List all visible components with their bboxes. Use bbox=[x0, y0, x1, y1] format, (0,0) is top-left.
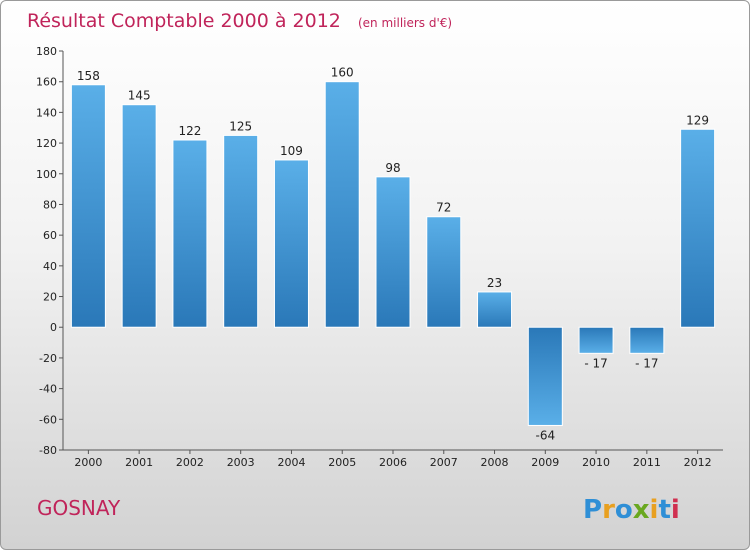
value-label-2012: 129 bbox=[686, 113, 709, 127]
y-tick-label: 160 bbox=[36, 76, 57, 89]
bar-2008 bbox=[477, 291, 513, 328]
commune-name: GOSNAY bbox=[37, 496, 121, 520]
logo-letter: i bbox=[650, 495, 659, 525]
value-label-2002: 122 bbox=[178, 124, 201, 138]
logo-letter: i bbox=[671, 495, 680, 525]
bar-2011 bbox=[629, 326, 665, 354]
x-tick-label: 2002 bbox=[176, 456, 204, 469]
bar-2001 bbox=[121, 104, 157, 328]
y-tick-label: 140 bbox=[36, 106, 57, 119]
y-tick-label: 40 bbox=[43, 260, 57, 273]
x-tick-label: 2004 bbox=[277, 456, 305, 469]
bar-2012 bbox=[680, 128, 716, 328]
bar-2006 bbox=[375, 176, 411, 328]
bar-2009 bbox=[527, 326, 563, 426]
chart-title-sub: (en milliers d'€) bbox=[358, 16, 452, 30]
value-label-2008: 23 bbox=[487, 276, 502, 290]
y-tick-label: -40 bbox=[39, 383, 57, 396]
bar-2002 bbox=[172, 139, 208, 328]
logo-letter: P bbox=[583, 495, 602, 525]
y-tick-label: 180 bbox=[36, 45, 57, 58]
value-label-2001: 145 bbox=[128, 89, 151, 103]
value-labels: 158 145 122 125 109 160 98 72 23 -64 - 17 - 17 129 bbox=[77, 66, 709, 443]
logo-letter: o bbox=[615, 495, 633, 525]
bar-2004 bbox=[273, 159, 309, 328]
proxiti-logo: Proxiti bbox=[583, 495, 680, 525]
bar-2010 bbox=[578, 326, 614, 354]
y-tick-label: 60 bbox=[43, 229, 57, 242]
bar-2000 bbox=[70, 84, 106, 328]
x-tick-label: 2000 bbox=[74, 456, 102, 469]
value-label-2004: 109 bbox=[280, 144, 303, 158]
y-tick-label: -20 bbox=[39, 352, 57, 365]
value-label-2000: 158 bbox=[77, 69, 100, 83]
x-tick-label: 2012 bbox=[684, 456, 712, 469]
value-label-2005: 160 bbox=[331, 66, 354, 80]
bar-2007 bbox=[426, 216, 462, 328]
value-label-2009: -64 bbox=[536, 428, 556, 442]
value-label-2003: 125 bbox=[229, 119, 252, 133]
x-tick-label: 2005 bbox=[328, 456, 356, 469]
y-tick-label: -80 bbox=[39, 444, 57, 457]
x-tick-label: 2007 bbox=[430, 456, 458, 469]
y-tick-label: 120 bbox=[36, 137, 57, 150]
x-tick-label: 2003 bbox=[227, 456, 255, 469]
bar-2005 bbox=[324, 81, 360, 328]
y-tick-label: 80 bbox=[43, 198, 57, 211]
value-label-2010: - 17 bbox=[584, 356, 607, 370]
bars bbox=[70, 81, 716, 426]
axes: -80 -60 -40 -20 0 20 40 60 80 100 120 140 160 180 2000… bbox=[36, 45, 723, 469]
logo-letter: r bbox=[602, 495, 615, 525]
bar-2003 bbox=[223, 134, 259, 328]
x-tick-label: 2011 bbox=[633, 456, 661, 469]
chart-title: Résultat Comptable 2000 à 2012 (en milli… bbox=[27, 10, 452, 32]
logo-letter: t bbox=[658, 495, 670, 525]
y-tick-label: 20 bbox=[43, 291, 57, 304]
value-label-2006: 98 bbox=[385, 161, 400, 175]
y-tick-label: -60 bbox=[39, 413, 57, 426]
x-tick-label: 2006 bbox=[379, 456, 407, 469]
y-tick-label: 100 bbox=[36, 168, 57, 181]
x-tick-label: 2001 bbox=[125, 456, 153, 469]
value-label-2011: - 17 bbox=[635, 356, 658, 370]
x-tick-label: 2010 bbox=[582, 456, 610, 469]
x-tick-label: 2009 bbox=[531, 456, 559, 469]
chart-title-main: Résultat Comptable 2000 à 2012 bbox=[27, 10, 341, 32]
logo-letter: x bbox=[633, 495, 650, 525]
x-tick-label: 2008 bbox=[481, 456, 509, 469]
value-label-2007: 72 bbox=[436, 201, 451, 215]
y-tick-label: 0 bbox=[50, 321, 57, 334]
